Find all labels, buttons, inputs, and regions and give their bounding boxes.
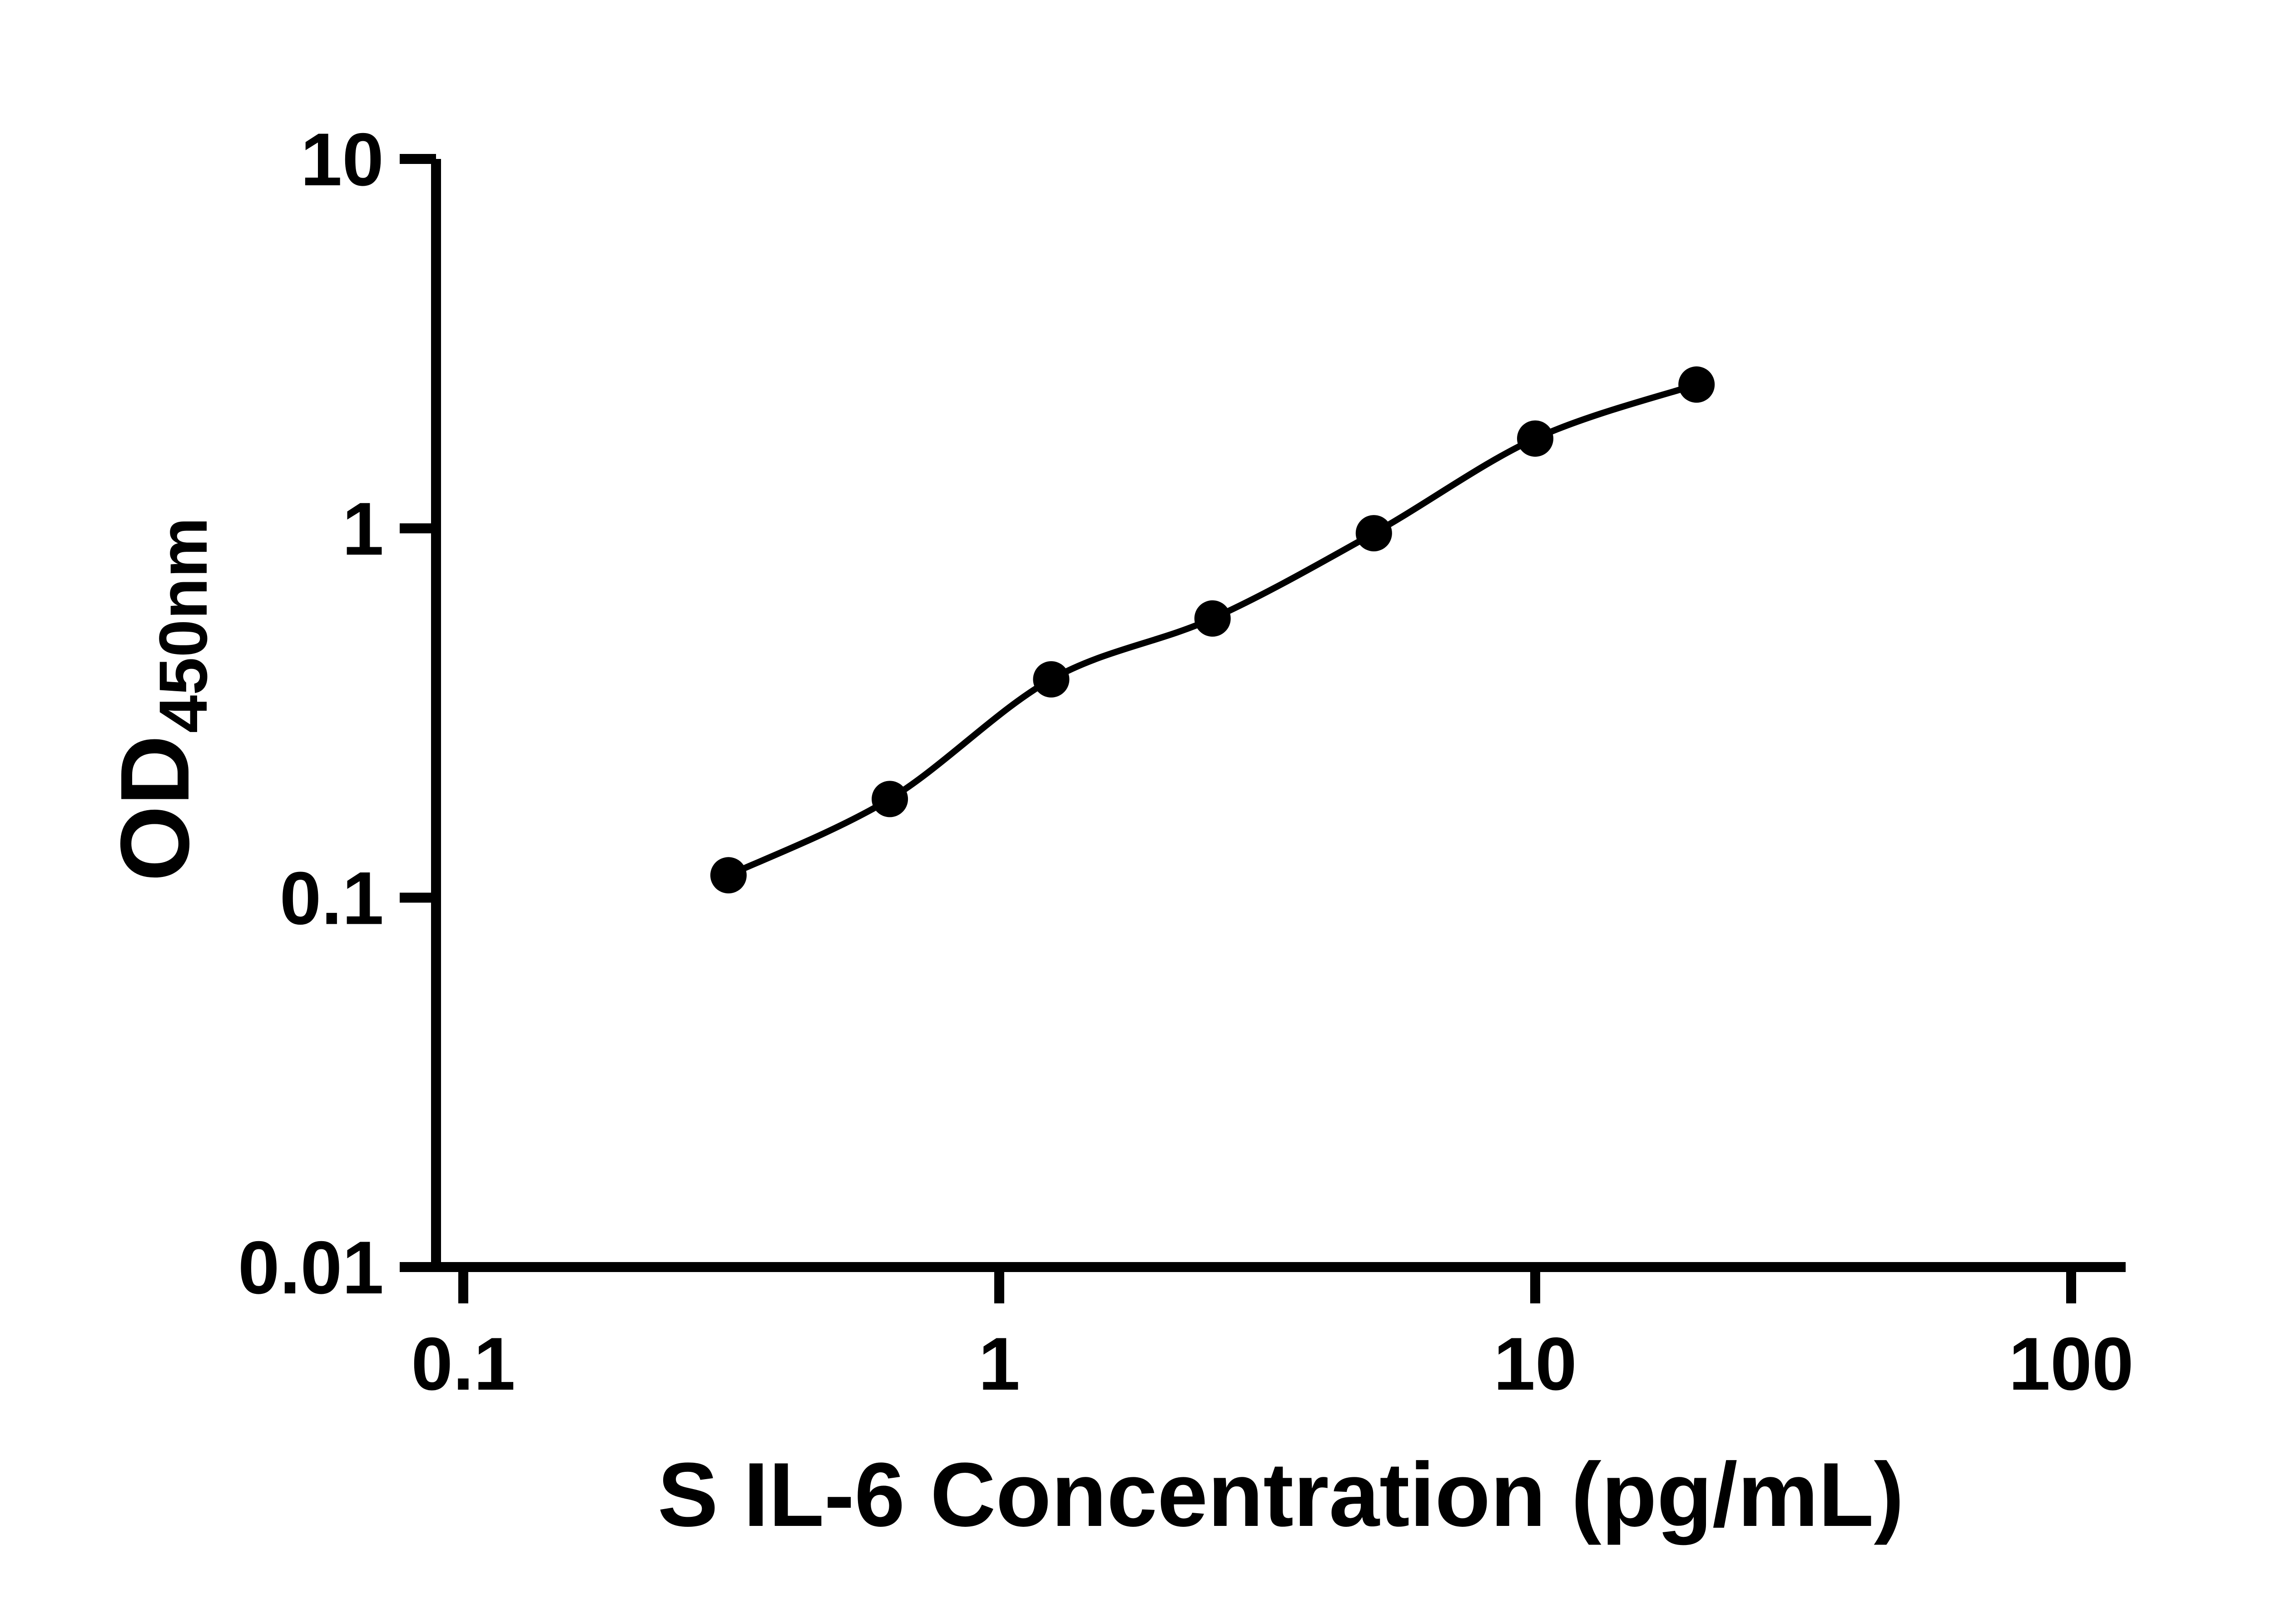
y-axis-title-base: OD <box>100 735 209 882</box>
y-tick-label: 1 <box>342 487 384 570</box>
x-tick-label: 100 <box>2008 1322 2133 1406</box>
y-axis-title: OD 450nm <box>100 517 221 881</box>
data-point <box>1678 366 1715 403</box>
x-tick-label: 0.1 <box>411 1322 515 1406</box>
data-point <box>1355 515 1392 552</box>
x-tick-label: 1 <box>978 1322 1020 1406</box>
y-tick-label: 0.01 <box>238 1226 384 1309</box>
data-point <box>872 781 908 817</box>
y-tick-label: 10 <box>300 118 384 201</box>
data-point <box>1194 600 1231 637</box>
x-axis-title: S IL-6 Concentration (pg/mL) <box>658 1444 1904 1545</box>
y-axis-title-subscript: 450nm <box>145 517 221 733</box>
data-point <box>710 857 747 894</box>
x-tick-label: 10 <box>1493 1322 1577 1406</box>
plot-area: 0.1 1 10 100 0.01 0.1 1 10 <box>238 118 2134 1406</box>
y-tick-label: 0.1 <box>280 857 384 940</box>
data-point <box>1033 661 1070 698</box>
data-point <box>1517 420 1553 457</box>
